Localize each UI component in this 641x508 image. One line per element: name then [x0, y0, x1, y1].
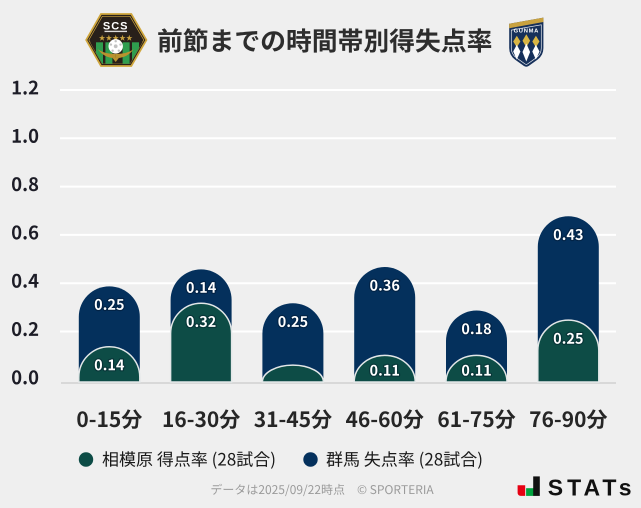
svg-text:GUNMA: GUNMA — [514, 29, 540, 35]
svg-text:STATs: STATs — [548, 474, 636, 500]
svg-text:SCS: SCS — [103, 21, 129, 33]
